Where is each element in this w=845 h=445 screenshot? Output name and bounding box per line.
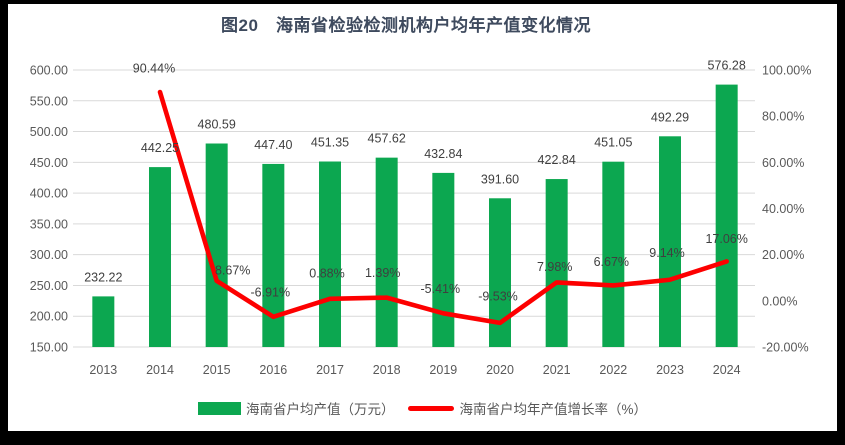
bar-label-2021: 422.84 [538,153,576,167]
bar-2014 [149,167,171,347]
line-label-2022: 6.67% [594,255,629,269]
x-axis-label: 2020 [486,363,514,377]
bar-2015 [205,143,228,347]
left-axis-tick: 300.00 [30,248,68,262]
right-axis-tick: 100.00% [762,64,811,78]
bar-label-2024: 576.28 [708,59,746,73]
left-axis-tick: 600.00 [30,64,68,78]
bar-2013 [92,296,115,347]
bar-2021 [545,179,568,347]
legend-label-bar: 海南省户均产值（万元） [245,402,395,417]
legend-label-line: 海南省户均年产值增长率（%） [459,402,647,417]
legend-item-bar: 海南省户均产值（万元） [197,398,395,418]
left-axis-tick: 150.00 [30,341,68,355]
line-label-2020: -9.53% [478,289,518,303]
bar-label-2018: 457.62 [368,132,406,146]
line-label-2017: 0.88% [309,266,344,280]
x-axis-label: 2013 [89,363,117,377]
left-axis-tick: 550.00 [30,94,68,108]
left-axis-tick: 350.00 [30,217,68,231]
bar-label-2017: 451.35 [311,136,349,150]
bar-label-2019: 432.84 [424,147,462,161]
bar-2020 [489,198,511,347]
bar-2017 [319,161,341,347]
bar-2018 [375,157,398,347]
line-series-swatch [408,405,455,411]
x-axis-label: 2016 [259,363,287,377]
x-axis-label: 2018 [373,363,401,377]
x-axis-label: 2022 [599,363,627,377]
line-label-2016: -6.91% [251,285,291,299]
x-axis-label: 2023 [656,363,684,377]
left-axis-tick: 400.00 [30,187,68,201]
x-axis-label: 2017 [316,363,344,377]
line-label-2019: -5.41% [421,282,461,296]
line-label-2024: 17.06% [705,232,747,246]
bar-series-swatch [197,401,241,415]
bar-2024 [715,84,738,347]
line-label-2015: 8.67% [215,263,250,277]
x-axis-label: 2021 [543,363,571,377]
legend-item-line: 海南省户均年产值增长率（%） [408,398,647,418]
left-axis-tick: 200.00 [30,310,68,324]
line-label-2018: 1.39% [365,266,400,280]
growth-line [157,89,729,326]
bar-2016 [262,163,285,347]
line-label-2023: 9.14% [649,246,684,260]
right-axis-tick: -20.00% [762,341,809,355]
left-axis-tick: 250.00 [30,279,68,293]
right-axis-tick: 20.00% [762,248,804,262]
right-axis-tick: 60.00% [762,156,804,170]
right-axis-tick: 80.00% [762,110,804,124]
right-axis-tick: 40.00% [762,202,804,216]
x-axis-label: 2014 [146,363,174,377]
legend: 海南省户均产值（万元） 海南省户均年产值增长率（%） [0,398,845,418]
bar-label-2016: 447.40 [254,138,292,152]
bar-2023 [659,136,681,347]
x-axis-label: 2019 [429,363,457,377]
chart-title: 图20 海南省检验检测机构户均年产值变化情况 [221,16,591,35]
chart-panel [8,4,837,431]
bar-label-2013: 232.22 [84,270,122,284]
line-label-2021: 7.98% [537,260,572,274]
x-axis-label: 2024 [713,363,741,377]
left-axis-tick: 450.00 [30,156,68,170]
line-label-2014: 90.44% [133,62,175,76]
bar-label-2022: 451.05 [594,136,632,150]
right-axis-tick: 0.00% [762,294,797,308]
x-axis-label: 2015 [203,363,231,377]
bar-2022 [602,161,625,347]
bar-label-2020: 391.60 [481,172,519,186]
left-axis-tick: 500.00 [30,125,68,139]
bar-label-2023: 492.29 [651,110,689,124]
bar-label-2015: 480.59 [198,118,236,132]
bar-2019 [432,172,455,347]
bar-label-2014: 442.25 [141,141,179,155]
